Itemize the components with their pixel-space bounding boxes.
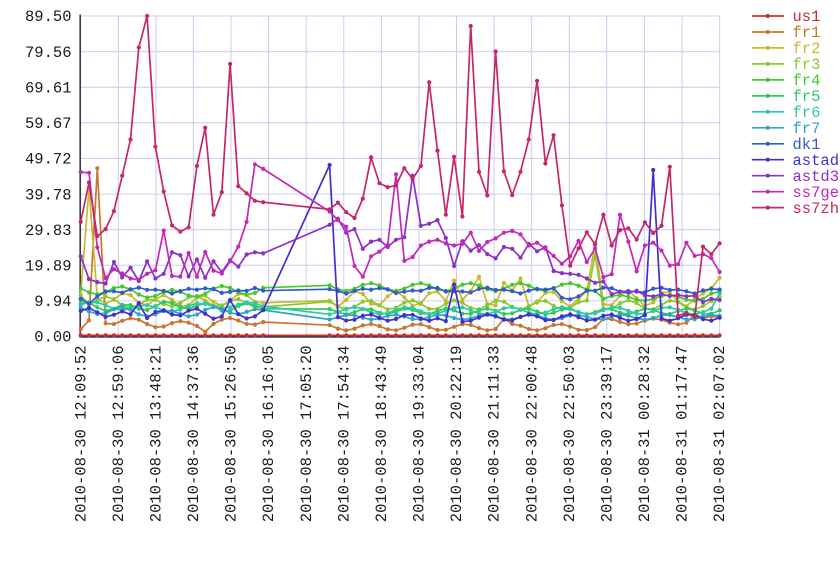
svg-text:dk1: dk1	[793, 136, 821, 154]
svg-text:2010-08-30 13:48:21: 2010-08-30 13:48:21	[148, 346, 166, 523]
svg-text:2010-08-30 14:37:36: 2010-08-30 14:37:36	[185, 346, 203, 523]
svg-text:59.67: 59.67	[25, 115, 72, 133]
svg-text:2010-08-30 18:43:49: 2010-08-30 18:43:49	[373, 346, 391, 523]
svg-text:astad: astad	[793, 152, 840, 170]
svg-text:2010-08-30 22:00:48: 2010-08-30 22:00:48	[523, 346, 541, 523]
svg-text:2010-08-30 16:16:05: 2010-08-30 16:16:05	[260, 346, 278, 523]
svg-text:2010-08-30 19:33:04: 2010-08-30 19:33:04	[411, 346, 429, 523]
svg-text:2010-08-30 17:05:20: 2010-08-30 17:05:20	[298, 346, 316, 523]
svg-text:2010-08-30 22:50:03: 2010-08-30 22:50:03	[561, 346, 579, 523]
svg-text:2010-08-31 01:17:47: 2010-08-31 01:17:47	[674, 346, 692, 523]
svg-text:2010-08-30 12:09:52: 2010-08-30 12:09:52	[72, 346, 90, 523]
svg-text:29.83: 29.83	[25, 222, 72, 240]
svg-text:39.78: 39.78	[25, 186, 72, 204]
svg-text:2010-08-30 15:26:50: 2010-08-30 15:26:50	[223, 346, 241, 523]
svg-text:2010-08-30 21:11:33: 2010-08-30 21:11:33	[486, 346, 504, 523]
svg-text:fr5: fr5	[793, 88, 821, 106]
svg-text:astd3: astd3	[793, 168, 840, 186]
svg-text:69.61: 69.61	[25, 79, 72, 97]
svg-text:2010-08-30 17:54:34: 2010-08-30 17:54:34	[335, 346, 353, 523]
svg-text:fr3: fr3	[793, 56, 821, 74]
svg-text:89.50: 89.50	[25, 8, 72, 26]
svg-text:ss7zh: ss7zh	[793, 200, 840, 218]
svg-text:9.94: 9.94	[34, 293, 71, 311]
svg-text:2010-08-30 12:59:06: 2010-08-30 12:59:06	[110, 346, 128, 523]
svg-text:us1: us1	[793, 8, 821, 26]
svg-text:fr7: fr7	[793, 120, 821, 138]
svg-text:fr2: fr2	[793, 40, 821, 58]
svg-text:fr6: fr6	[793, 104, 821, 122]
svg-text:79.56: 79.56	[25, 44, 72, 62]
svg-text:2010-08-31 00:28:32: 2010-08-31 00:28:32	[636, 346, 654, 523]
svg-text:fr1: fr1	[793, 24, 821, 42]
svg-text:49.72: 49.72	[25, 151, 72, 169]
svg-text:19.89: 19.89	[25, 258, 72, 276]
svg-text:fr4: fr4	[793, 72, 821, 90]
svg-text:2010-08-31 02:07:02: 2010-08-31 02:07:02	[711, 346, 729, 523]
svg-text:2010-08-30 20:22:19: 2010-08-30 20:22:19	[448, 345, 466, 522]
svg-text:2010-08-30 23:39:17: 2010-08-30 23:39:17	[598, 346, 616, 523]
svg-text:0.00: 0.00	[34, 329, 71, 347]
svg-text:ss7ge: ss7ge	[793, 184, 840, 202]
